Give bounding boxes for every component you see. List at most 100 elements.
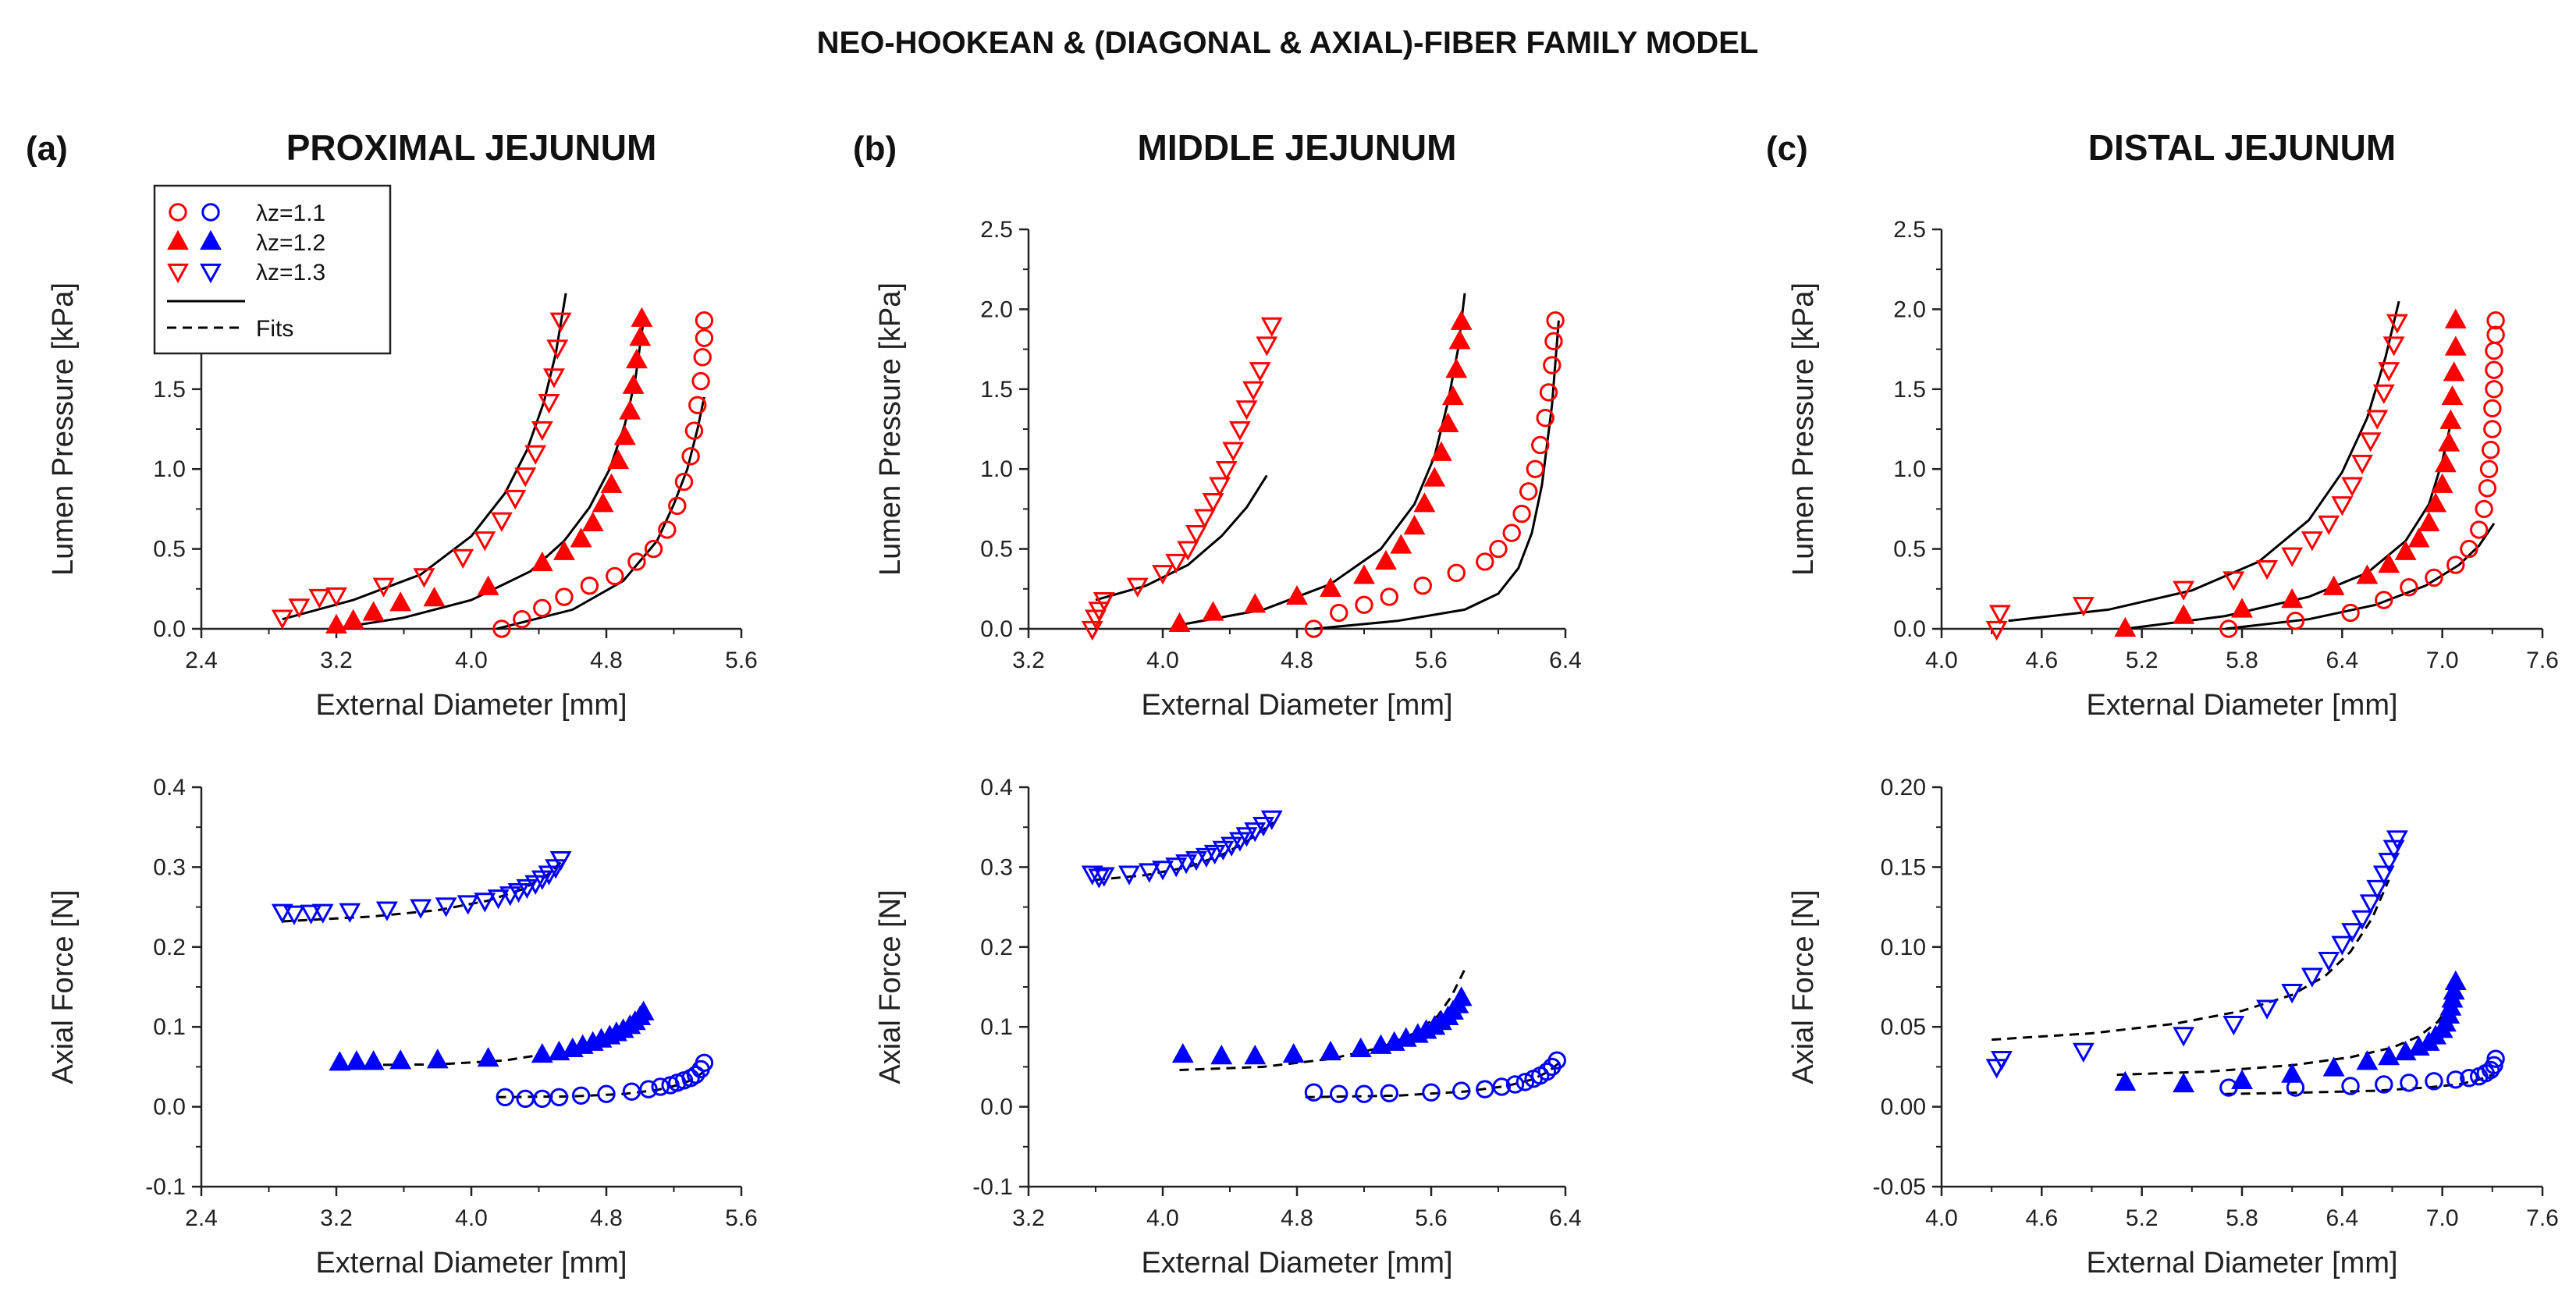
legend-marker-blue (200, 229, 222, 250)
x-tick-label: 2.4 (185, 1205, 218, 1231)
data-point (658, 520, 677, 539)
x-tick-label: 5.2 (2126, 1205, 2159, 1231)
panel-b-top: (b) MIDDLE JEJUNUM 3.2 4.0 4.8 5.6 6.4 0.0 0.5 1.… (853, 127, 1582, 722)
legend-entry: λz=1.1 (169, 201, 325, 226)
data-point (2366, 879, 2389, 900)
data-point (1502, 524, 1521, 542)
data-point (362, 601, 385, 621)
data-point (1286, 584, 1308, 605)
data-point (2173, 1072, 2195, 1093)
x-tick-label: 4.0 (1146, 648, 1179, 673)
data-point (632, 1000, 655, 1020)
x-tick-label: 4.6 (2025, 1205, 2058, 1231)
data-point (300, 904, 322, 925)
data-point (1081, 865, 1103, 886)
x-tick-label: 7.6 (2526, 648, 2559, 673)
x-axis-label: External Diameter [mm] (2086, 689, 2397, 722)
data-point (2281, 547, 2304, 567)
data-point (571, 1086, 591, 1105)
data-point (2425, 568, 2443, 587)
data-point (1445, 358, 1468, 378)
y-axis-label: Axial Force [N] (47, 889, 80, 1084)
data-point (1202, 601, 1224, 621)
data-point (2481, 1060, 2500, 1080)
data-point (2443, 980, 2465, 1000)
data-point (1304, 1083, 1324, 1102)
data-point (2372, 865, 2395, 886)
series-triangle (2114, 970, 2467, 1093)
data-point (592, 492, 614, 513)
y-tick-label: 2.5 (980, 217, 1013, 243)
data-point (695, 311, 714, 330)
series-circle (2219, 1049, 2505, 1097)
data-point (2222, 571, 2245, 591)
data-point (1203, 844, 1226, 865)
data-point (1304, 619, 1324, 638)
data-point (1985, 620, 2008, 641)
panels: (a) PROXIMAL JEJUNUM 2.4 3.2 4.0 4.8 5.6 0.0 0.5… (26, 127, 2559, 1279)
x-tick-label: 6.4 (1549, 1205, 1582, 1231)
y-tick-label: 0.5 (980, 537, 1013, 563)
data-point (1349, 1037, 1372, 1058)
data-point (2444, 308, 2467, 328)
data-point (2114, 1070, 2137, 1091)
data-point (423, 586, 446, 607)
data-point (1526, 460, 1545, 478)
data-point (2386, 830, 2408, 850)
data-point (2301, 967, 2323, 988)
data-point (570, 527, 592, 548)
data-point (1430, 441, 1452, 461)
data-point (2400, 1074, 2418, 1092)
data-point (622, 1082, 641, 1101)
figure-title: NEO-HOOKEAN & (DIAGONAL & AXIAL)-FIBER F… (817, 26, 1759, 60)
data-point (2378, 362, 2400, 382)
data-point (1093, 591, 1115, 612)
data-point (2351, 910, 2373, 931)
data-point (1330, 603, 1348, 623)
data-point (1260, 810, 1283, 831)
series-triangle-down (1985, 314, 2408, 641)
data-point (2173, 1027, 2195, 1047)
data-point (1244, 593, 1267, 613)
y-tick-label: 0.05 (1881, 1014, 1926, 1040)
y-tick-label: 0.1 (153, 1014, 186, 1040)
data-point (606, 566, 624, 586)
data-point (2286, 612, 2305, 630)
x-tick-label: 3.2 (320, 648, 353, 673)
fit-line-fit-1.1 (2225, 1074, 2493, 1095)
fit-line-fit-1.3 (1992, 879, 2390, 1042)
data-point (389, 1049, 412, 1070)
data-point (2341, 923, 2364, 943)
axis-lines (200, 787, 741, 1188)
series-triangle-down (1081, 317, 1283, 641)
data-point (2382, 336, 2405, 357)
data-point (2446, 1070, 2465, 1089)
data-point (1546, 311, 1565, 330)
data-point (362, 1050, 385, 1070)
x-tick-label: 5.2 (2126, 648, 2159, 673)
panel-a-bottom: 2.4 3.2 4.0 4.8 5.6 -0.1 0.0 0.1 0.2 0.3 0.4 Extern… (47, 775, 758, 1279)
data-point (2479, 460, 2499, 478)
data-point (2485, 360, 2503, 379)
data-point (1512, 504, 1531, 524)
data-point (496, 1088, 514, 1107)
data-point (1138, 863, 1160, 883)
data-point (644, 539, 663, 559)
y-tick-label: 0.0 (153, 616, 186, 642)
data-point (2331, 935, 2354, 956)
x-tick-label: 7.6 (2526, 1205, 2559, 1231)
legend-marker-red (167, 229, 189, 250)
data-point (681, 447, 700, 466)
data-point (1175, 854, 1198, 875)
series-triangle (329, 1000, 655, 1071)
data-point (2231, 1069, 2253, 1089)
data-point (607, 449, 630, 470)
data-point (1515, 1073, 1535, 1091)
data-point (1380, 587, 1398, 606)
data-point (2331, 496, 2354, 516)
data-point (452, 548, 474, 569)
series-triangle (1168, 310, 1473, 632)
data-point (2483, 399, 2502, 418)
data-point (1991, 1051, 2013, 1071)
